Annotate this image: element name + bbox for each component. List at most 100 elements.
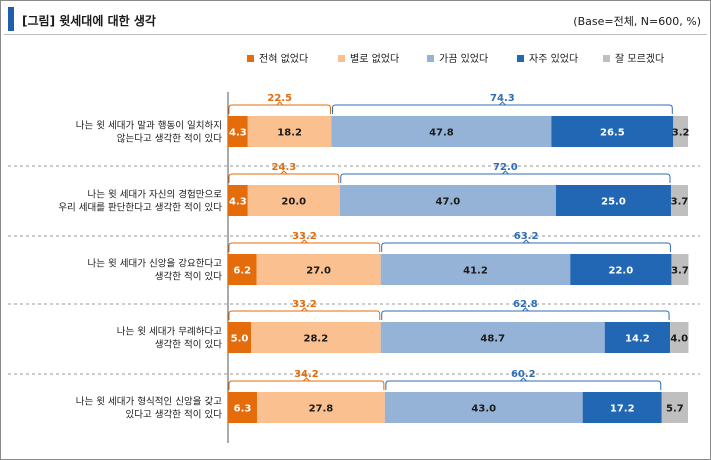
data-label-never: 4.3: [229, 128, 247, 139]
bar-segment-dunno: [670, 185, 688, 216]
data-label-never: 6.3: [234, 404, 252, 415]
bracket-positive-tip: [502, 170, 509, 175]
legend-label-dunno: 잘 모르겠다: [615, 53, 664, 65]
bracket-negative: [228, 173, 340, 183]
bar-segment-never: [228, 254, 257, 285]
bracket-negative: [228, 380, 385, 390]
category-label: 생각한 적이 있다: [155, 271, 222, 283]
total-negative-label: 22.5: [267, 93, 292, 104]
data-label-often: 17.2: [610, 404, 635, 415]
total-negative-label: 24.3: [272, 162, 297, 173]
total-negative-label: 33.2: [292, 231, 317, 242]
category-label: 나는 윗 세대가 말과 행동이 일치하지: [76, 120, 222, 132]
bar-segment-often: [582, 392, 662, 423]
bar-segment-often: [555, 185, 671, 216]
total-negative-label: 33.2: [292, 299, 317, 310]
base-note: (Base=전체, N=600, %): [573, 15, 701, 28]
bracket-negative-tip: [280, 170, 288, 175]
bracket-positive: [340, 173, 671, 183]
data-label-rarely: 27.0: [306, 266, 331, 277]
bar-segment-often: [570, 254, 672, 285]
bar-segment-never: [228, 322, 251, 353]
legend-swatch-often: [517, 55, 524, 62]
bracket-positive-tip: [499, 101, 506, 106]
bar-segment-dunno: [670, 322, 689, 353]
bracket-positive: [385, 380, 662, 390]
bar-segment-sometimes: [331, 116, 552, 147]
category-label: 나는 윗 세대가 형식적인 신앙을 갖고: [76, 396, 222, 408]
data-label-never: 6.2: [233, 266, 251, 277]
bracket-positive-tip: [519, 377, 527, 382]
chart-title: [그림] 윗세대에 대한 생각: [22, 14, 156, 28]
legend-label-sometimes: 가끔 있었다: [439, 53, 488, 65]
bar-segment-rarely: [247, 116, 332, 147]
data-label-sometimes: 48.7: [480, 334, 505, 345]
data-label-sometimes: 47.8: [429, 128, 454, 139]
category-label: 있다고 생각한 적이 있다: [126, 409, 223, 421]
bar-segment-never: [228, 116, 248, 147]
bracket-negative-tip: [276, 101, 284, 106]
data-label-dunno: 5.7: [666, 404, 684, 415]
category-label: 생각한 적이 있다: [155, 339, 222, 351]
bracket-negative-tip: [301, 307, 308, 312]
bracket-negative-tip: [301, 239, 308, 244]
data-label-dunno: 3.2: [672, 128, 690, 139]
category-label: 않는다고 생각한 적이 있다: [117, 133, 222, 145]
total-positive-label: 63.2: [514, 231, 539, 242]
bracket-positive-tip: [522, 307, 529, 312]
bar-segment-never: [228, 185, 248, 216]
bar-segment-never: [228, 392, 257, 423]
bar-segment-rarely: [256, 392, 385, 423]
data-label-never: 4.3: [229, 197, 247, 208]
legend-label-often: 자주 있었다: [529, 53, 578, 65]
bar-segment-sometimes: [380, 254, 571, 285]
bar-segment-sometimes: [380, 322, 605, 353]
data-label-rarely: 28.2: [304, 334, 329, 345]
bar-segment-often: [604, 322, 671, 353]
bracket-positive: [381, 310, 670, 320]
bar-segment-dunno: [671, 254, 689, 285]
data-label-never: 5.0: [231, 334, 249, 345]
bracket-positive: [332, 104, 673, 114]
bar-segment-sometimes: [384, 392, 583, 423]
data-label-dunno: 3.7: [671, 266, 689, 277]
legend-swatch-sometimes: [427, 55, 434, 62]
data-label-dunno: 3.7: [671, 197, 689, 208]
data-label-sometimes: 47.0: [436, 197, 461, 208]
bar-segment-dunno: [673, 116, 688, 147]
category-label: 나는 윗 세대가 자신의 경험만으로: [88, 189, 223, 201]
legend-swatch-rarely: [338, 55, 345, 62]
bracket-negative: [228, 310, 381, 320]
data-label-sometimes: 41.2: [463, 266, 488, 277]
title-bar: [그림] 윗세대에 대한 생각 (Base=전체, N=600, %): [4, 5, 707, 33]
legend-swatch-dunno: [603, 55, 610, 62]
bar-segment-rarely: [247, 185, 340, 216]
bar-segment-sometimes: [339, 185, 556, 216]
data-label-sometimes: 43.0: [471, 404, 496, 415]
bar-segment-rarely: [251, 322, 381, 353]
data-label-often: 22.0: [608, 266, 633, 277]
category-label: 나는 윗 세대가 무례하다고: [117, 326, 222, 338]
total-positive-label: 72.0: [493, 162, 518, 173]
total-positive-label: 60.2: [511, 369, 536, 380]
bracket-positive-tip: [522, 239, 530, 244]
bracket-negative: [228, 242, 381, 252]
bracket-negative: [228, 104, 331, 114]
data-label-rarely: 20.0: [281, 197, 306, 208]
bar-segment-often: [551, 116, 674, 147]
bar-segment-rarely: [256, 254, 381, 285]
category-label: 나는 윗 세대가 신앙을 강요한다고: [88, 258, 223, 270]
bracket-positive: [381, 242, 671, 252]
bracket-negative-tip: [303, 377, 310, 382]
bar-segment-dunno: [661, 392, 688, 423]
total-negative-label: 34.2: [294, 369, 319, 380]
legend-swatch-never: [247, 55, 254, 62]
title-divider: [4, 34, 707, 35]
category-label: 우리 세대를 판단한다고 생각한 적이 있다: [58, 202, 222, 214]
total-positive-label: 62.8: [513, 299, 538, 310]
data-label-dunno: 4.0: [670, 334, 688, 345]
legend-label-never: 전혀 없었다: [259, 52, 308, 65]
data-label-often: 26.5: [600, 128, 625, 139]
